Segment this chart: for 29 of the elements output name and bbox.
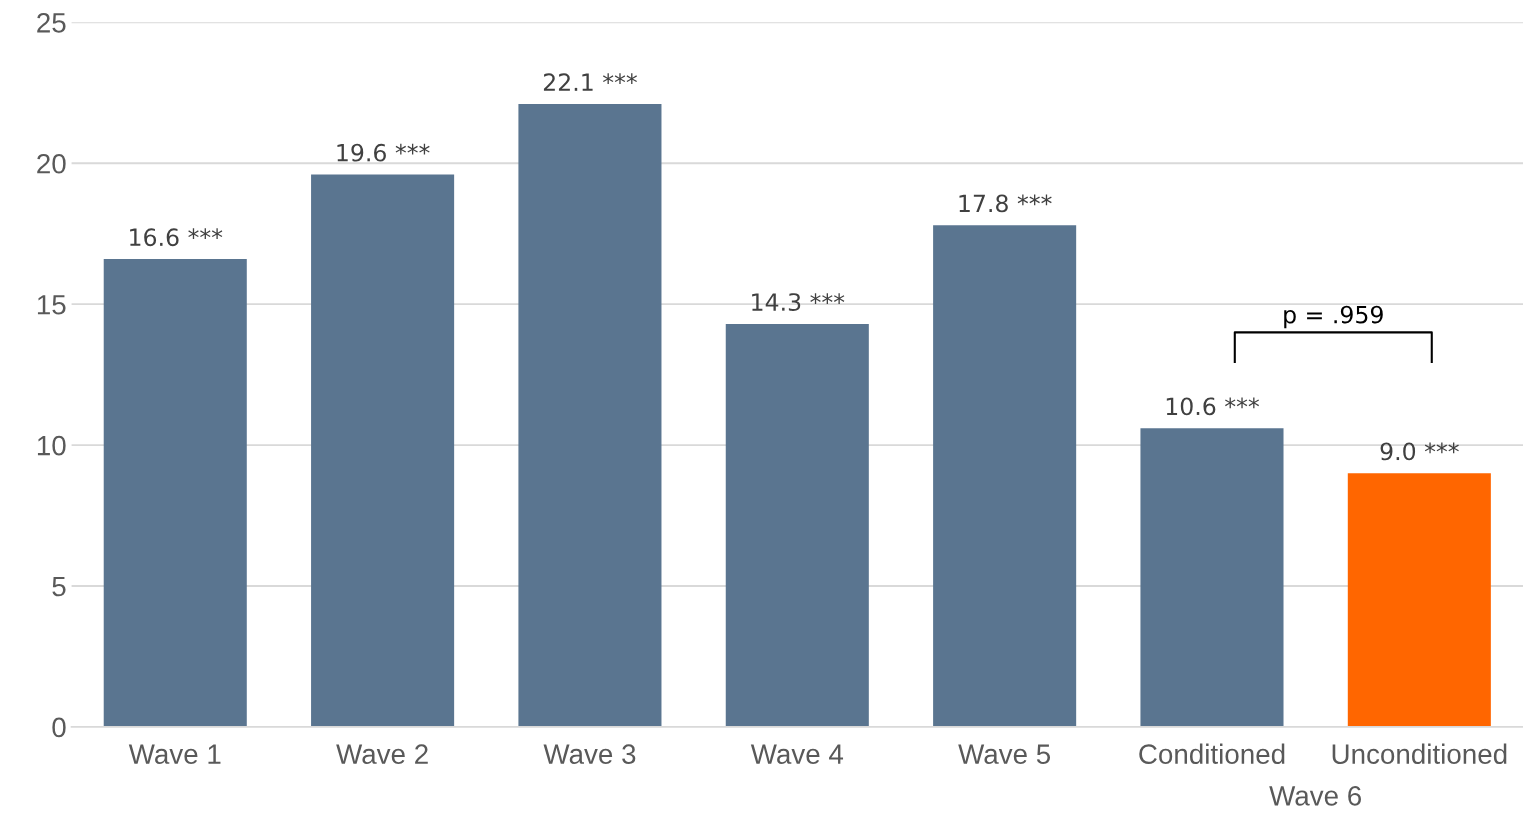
bar — [933, 225, 1077, 727]
bar — [103, 259, 247, 727]
data-label: 14.3 *** — [752, 293, 845, 311]
x-tick-label: Wave 2 — [336, 744, 428, 764]
x-tick-label: Wave 3 — [543, 744, 636, 764]
x-tick-label: Wave 5 — [958, 744, 1051, 764]
y-tick-label: 20 — [37, 153, 66, 174]
data-label: 9.0 *** — [1380, 442, 1459, 461]
bar — [518, 104, 662, 727]
y-tick-label: 25 — [37, 13, 66, 33]
x-tick-label: Conditioned — [1139, 743, 1285, 764]
text: Wave 6 — [1269, 786, 1361, 806]
data-label: 17.8 *** — [959, 194, 1052, 213]
data-label: 16.6 *** — [130, 228, 223, 247]
y-tick-label: 15 — [37, 295, 66, 315]
data-label: 19.6 *** — [337, 143, 430, 162]
x-tick-label: Unconditioned — [1332, 743, 1507, 764]
data-label: 22.1 *** — [543, 73, 637, 91]
bar — [311, 174, 455, 727]
x-tick-label: Wave 4 — [750, 744, 844, 764]
bar — [1347, 473, 1491, 727]
y-tick-label: 5 — [52, 576, 66, 597]
x-tick-label: Wave 1 — [128, 744, 221, 764]
annotation: p = .959 — [1284, 305, 1383, 329]
y-tick-label: 10 — [37, 435, 66, 456]
bar — [725, 323, 869, 727]
data-label: 10.6 *** — [1166, 397, 1260, 416]
bar — [1140, 428, 1284, 727]
y-tick-label: 0 — [52, 717, 66, 738]
